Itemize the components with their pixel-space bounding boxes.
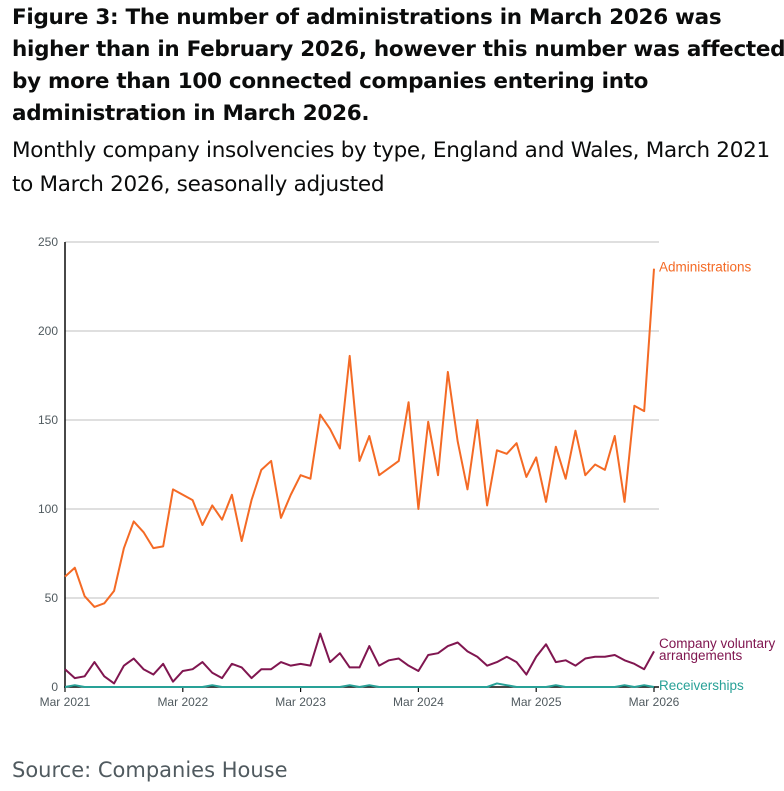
y-tick-label: 100 xyxy=(38,502,58,516)
y-tick-label: 150 xyxy=(38,413,58,427)
x-tick-label: Mar 2026 xyxy=(629,695,680,709)
x-tick-label: Mar 2025 xyxy=(511,695,562,709)
series-label-cva-line2: arrangements xyxy=(659,648,743,663)
y-tick-label: 200 xyxy=(38,324,58,338)
administrations-line xyxy=(64,268,655,608)
y-tick-label: 0 xyxy=(51,680,58,694)
x-tick-label: Mar 2023 xyxy=(275,695,326,709)
cva-line xyxy=(64,632,655,685)
y-tick-label: 50 xyxy=(45,591,59,605)
source-note: Source: Companies House xyxy=(12,758,288,782)
x-tick-label: Mar 2024 xyxy=(393,695,444,709)
series-label-administrations: Administrations xyxy=(659,260,752,275)
series-label-cva: Company voluntary xyxy=(659,636,776,651)
chart-subtitle: Monthly company insolvencies by type, En… xyxy=(12,138,770,197)
chart-title: Figure 3: The number of administrations … xyxy=(12,5,784,126)
x-tick-label: Mar 2022 xyxy=(157,695,208,709)
x-tick-label: Mar 2021 xyxy=(40,695,91,709)
receiverships-line xyxy=(64,682,655,688)
series-label-receiverships: Receiverships xyxy=(659,678,744,693)
y-tick-label: 250 xyxy=(38,235,58,249)
